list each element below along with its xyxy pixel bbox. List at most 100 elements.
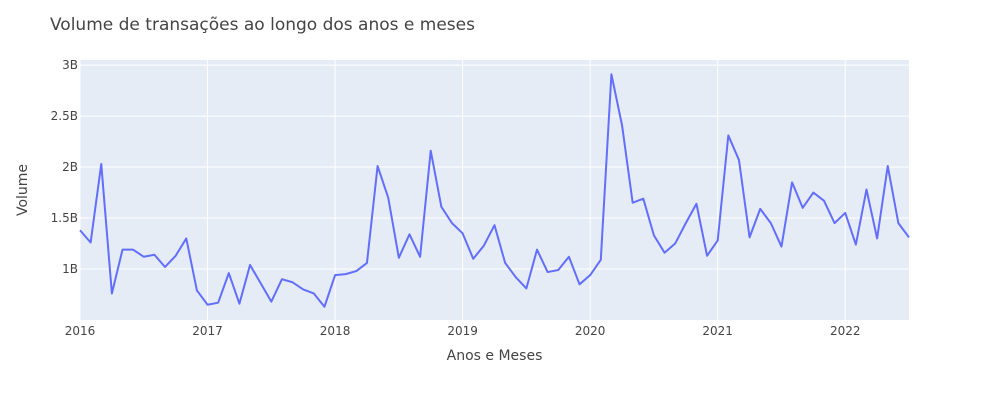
data-point[interactable] (584, 269, 596, 281)
data-point[interactable] (244, 259, 256, 271)
data-point[interactable] (712, 234, 724, 246)
gridlines (79, 60, 909, 320)
data-point[interactable] (170, 250, 182, 262)
x-tick-label: 2022 (830, 324, 861, 338)
data-point[interactable] (127, 244, 139, 256)
data-point[interactable] (892, 217, 904, 229)
data-point[interactable] (648, 229, 660, 241)
data-point[interactable] (574, 278, 586, 290)
x-tick-label: 2018 (320, 324, 351, 338)
data-point[interactable] (414, 251, 426, 263)
data-point[interactable] (903, 231, 915, 243)
data-point[interactable] (425, 145, 437, 157)
plot-area (80, 60, 909, 320)
data-point[interactable] (265, 296, 277, 308)
data-point[interactable] (212, 297, 224, 309)
data-point[interactable] (403, 228, 415, 240)
data-point[interactable] (148, 249, 160, 261)
y-tick-label: 2B (62, 160, 78, 174)
data-point[interactable] (85, 237, 97, 249)
data-point[interactable] (552, 264, 564, 276)
data-point[interactable] (690, 198, 702, 210)
data-point[interactable] (510, 271, 522, 283)
data-point[interactable] (860, 183, 872, 195)
y-tick-label: 2.5B (51, 109, 78, 123)
data-point[interactable] (616, 119, 628, 131)
data-point[interactable] (297, 283, 309, 295)
data-point[interactable] (74, 224, 86, 236)
data-point[interactable] (255, 277, 267, 289)
data-point[interactable] (680, 217, 692, 229)
data-point[interactable] (722, 129, 734, 141)
data-point[interactable] (637, 193, 649, 205)
data-point[interactable] (318, 301, 330, 313)
data-point[interactable] (478, 240, 490, 252)
data-point[interactable] (446, 217, 458, 229)
data-point[interactable] (733, 154, 745, 166)
data-point[interactable] (106, 287, 118, 299)
data-point[interactable] (340, 268, 352, 280)
data-point[interactable] (329, 269, 341, 281)
data-point[interactable] (754, 203, 766, 215)
data-point[interactable] (775, 241, 787, 253)
data-point[interactable] (233, 298, 245, 310)
data-point[interactable] (797, 202, 809, 214)
data-point[interactable] (786, 176, 798, 188)
y-tick-label: 1.5B (51, 211, 78, 225)
data-point[interactable] (202, 299, 214, 311)
data-point[interactable] (531, 244, 543, 256)
data-point[interactable] (542, 266, 554, 278)
data-point[interactable] (489, 219, 501, 231)
y-axis-title: Volume (15, 164, 31, 216)
data-point[interactable] (457, 227, 469, 239)
data-point[interactable] (818, 195, 830, 207)
y-tick-label: 3B (62, 58, 78, 72)
data-point[interactable] (350, 265, 362, 277)
data-point[interactable] (563, 251, 575, 263)
data-point[interactable] (180, 232, 192, 244)
data-point[interactable] (276, 273, 288, 285)
data-point[interactable] (701, 250, 713, 262)
data-point[interactable] (850, 239, 862, 251)
series-line (79, 73, 910, 308)
x-axis-title: Anos e Meses (447, 348, 543, 364)
data-point[interactable] (829, 217, 841, 229)
data-point[interactable] (659, 247, 671, 259)
data-point[interactable] (765, 217, 777, 229)
data-point[interactable] (605, 68, 617, 80)
data-point[interactable] (117, 244, 129, 256)
data-point[interactable] (882, 160, 894, 172)
data-point[interactable] (382, 192, 394, 204)
data-point[interactable] (308, 287, 320, 299)
data-point[interactable] (361, 257, 373, 269)
series-layer (74, 68, 915, 313)
data-point[interactable] (372, 160, 384, 172)
x-tick-label: 2016 (65, 324, 96, 338)
x-tick-label: 2021 (702, 324, 733, 338)
data-point[interactable] (223, 267, 235, 279)
data-point[interactable] (287, 276, 299, 288)
data-point[interactable] (191, 284, 203, 296)
x-axis: 2016 2017 2018 2019 2020 2021 2022 (65, 324, 861, 338)
x-tick-label: 2019 (447, 324, 478, 338)
data-point[interactable] (627, 197, 639, 209)
data-point[interactable] (520, 282, 532, 294)
data-point[interactable] (871, 232, 883, 244)
data-point[interactable] (839, 207, 851, 219)
data-point[interactable] (744, 231, 756, 243)
data-point[interactable] (467, 253, 479, 265)
data-point[interactable] (499, 257, 511, 269)
y-tick-label: 1B (62, 262, 78, 276)
data-point[interactable] (138, 251, 150, 263)
data-point[interactable] (435, 201, 447, 213)
data-point[interactable] (159, 261, 171, 273)
data-point[interactable] (595, 254, 607, 266)
data-point[interactable] (393, 252, 405, 264)
data-point[interactable] (95, 158, 107, 170)
chart-title: Volume de transações ao longo dos anos e… (50, 15, 475, 35)
data-point[interactable] (669, 238, 681, 250)
data-point[interactable] (807, 187, 819, 199)
x-tick-label: 2020 (575, 324, 606, 338)
